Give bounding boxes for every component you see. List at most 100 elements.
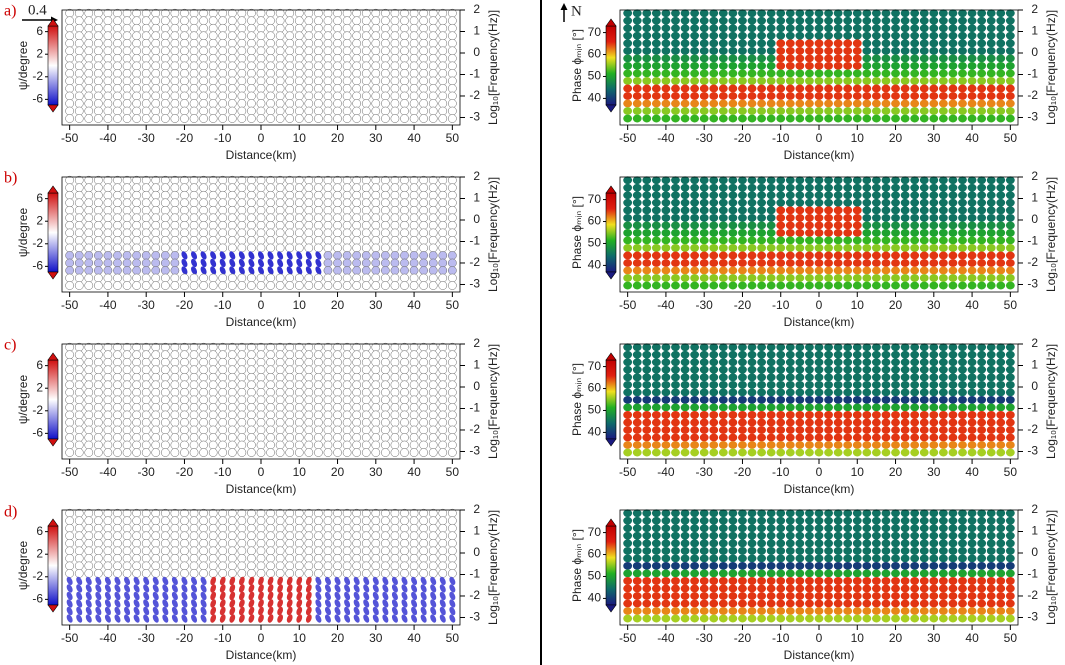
y2-tick-label: 2 <box>473 336 480 350</box>
ellipse <box>728 114 738 123</box>
ellipse <box>208 554 218 563</box>
ellipse <box>996 546 1006 555</box>
ellipse <box>1005 31 1015 40</box>
ellipse <box>227 440 237 450</box>
ellipse <box>747 531 757 540</box>
ellipse <box>881 107 891 115</box>
ellipse <box>690 516 700 525</box>
ellipse <box>1005 54 1015 63</box>
ellipse <box>795 176 805 185</box>
ellipse <box>891 343 900 352</box>
ellipse <box>65 221 75 230</box>
y2-tick-label: -2 <box>1027 88 1038 102</box>
ellipse <box>247 569 256 578</box>
ellipse <box>237 46 247 56</box>
ellipse <box>447 61 457 71</box>
ellipse <box>929 92 939 100</box>
ellipse <box>419 440 428 450</box>
ellipse <box>352 243 362 253</box>
ellipse <box>843 343 853 352</box>
ellipse <box>795 259 805 267</box>
ellipse <box>323 205 333 215</box>
ellipse <box>862 266 872 275</box>
ellipse <box>94 531 103 541</box>
ellipse <box>342 561 352 571</box>
ellipse <box>690 531 700 540</box>
ellipse <box>958 191 967 200</box>
y2-tick-label: -3 <box>1027 110 1038 124</box>
ellipse <box>409 350 419 360</box>
ellipse <box>113 281 122 290</box>
ellipse <box>199 23 208 33</box>
ellipse <box>766 441 776 449</box>
x-tick-label: 30 <box>369 465 383 479</box>
colorbar-tick-label: 60 <box>588 381 602 395</box>
ellipse <box>409 183 419 193</box>
ellipse <box>738 531 747 540</box>
ellipse <box>948 16 958 25</box>
ellipse <box>967 266 977 275</box>
ellipse <box>900 213 910 222</box>
ellipse <box>381 106 390 116</box>
ellipse <box>929 236 939 245</box>
ellipse <box>785 251 795 260</box>
ellipse <box>910 266 920 275</box>
ellipse <box>623 358 633 367</box>
ellipse <box>371 273 381 283</box>
ellipse <box>199 372 208 382</box>
ellipse <box>305 266 312 275</box>
ellipse <box>852 531 862 540</box>
ellipse <box>623 54 633 63</box>
x-tick-label: 10 <box>293 131 307 145</box>
ellipse <box>428 46 438 56</box>
ellipse <box>344 599 351 608</box>
ellipse <box>103 350 113 360</box>
ellipse <box>709 411 719 419</box>
ellipse <box>766 531 776 540</box>
ellipse <box>170 273 180 283</box>
ellipse <box>776 92 786 100</box>
ellipse <box>948 395 958 404</box>
ellipse <box>977 84 987 93</box>
ellipse <box>862 259 872 267</box>
ellipse <box>996 92 1006 100</box>
ellipse <box>294 448 304 457</box>
ellipse <box>113 190 122 200</box>
ellipse <box>852 31 862 40</box>
ellipse <box>632 9 642 18</box>
ellipse <box>661 99 671 108</box>
ellipse <box>661 107 671 115</box>
colorbar-bottom <box>47 271 59 280</box>
ellipse <box>929 54 939 63</box>
ellipse <box>967 358 977 367</box>
ellipse <box>661 509 671 518</box>
ellipse <box>342 61 352 71</box>
ellipse <box>1005 426 1015 434</box>
ellipse <box>1005 221 1015 230</box>
ellipse <box>438 433 448 442</box>
ellipse <box>170 236 180 245</box>
ellipse <box>881 266 891 275</box>
ellipse <box>352 388 362 397</box>
ellipse <box>74 76 84 86</box>
ellipse <box>833 114 843 123</box>
ellipse <box>680 221 690 230</box>
ellipse <box>323 54 333 63</box>
ellipse <box>170 91 180 101</box>
ellipse <box>285 46 295 56</box>
ellipse <box>381 84 390 93</box>
ellipse <box>122 99 132 108</box>
ellipse <box>372 614 379 623</box>
ellipse <box>266 54 275 63</box>
ellipse <box>189 380 199 390</box>
ellipse <box>738 61 747 70</box>
ellipse <box>996 183 1006 192</box>
ellipse <box>661 350 671 359</box>
ellipse <box>227 388 237 397</box>
ellipse <box>171 576 178 586</box>
x-tick-label: 10 <box>851 131 865 145</box>
ellipse <box>747 69 757 78</box>
ellipse <box>900 509 910 518</box>
ellipse <box>256 365 266 375</box>
ellipse <box>94 213 103 223</box>
